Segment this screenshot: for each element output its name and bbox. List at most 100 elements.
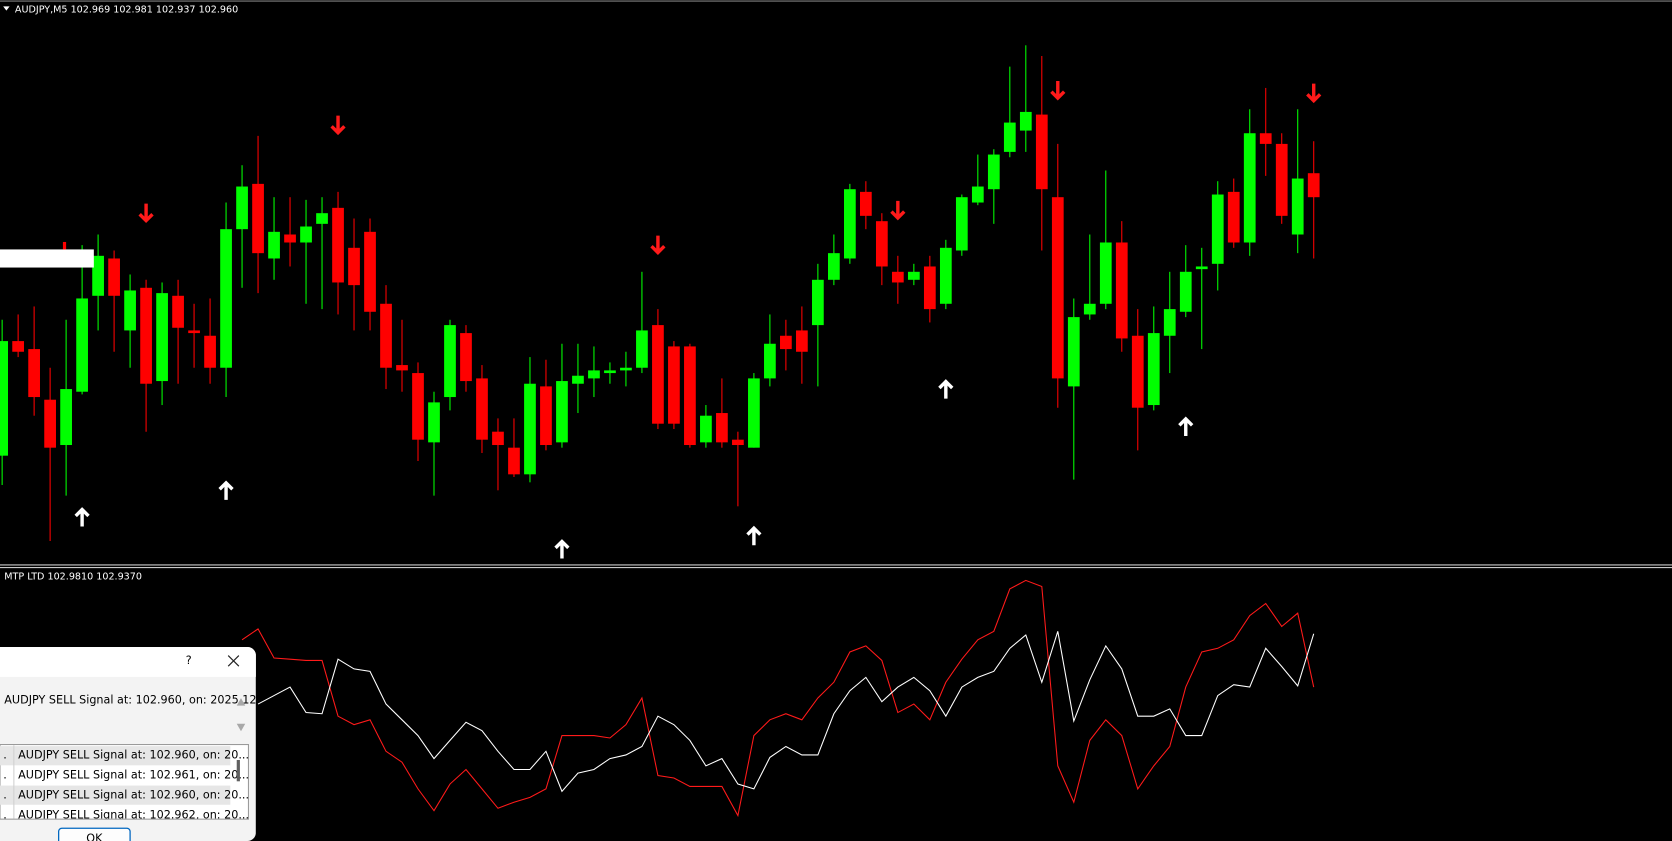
candle-body: [188, 330, 200, 334]
candle-body: [300, 226, 312, 243]
candle-body: [108, 258, 120, 296]
plot-area: [0, 45, 1322, 818]
candle-body: [236, 186, 248, 230]
candle-body: [156, 293, 168, 382]
rows: . AUDJPY SELL Signal at: 102.960, on: 20.…: [3, 749, 249, 822]
candle-body: [588, 370, 600, 379]
candle-body: [891, 271, 904, 283]
indicator-line: [241, 579, 1315, 818]
candle-body: [348, 247, 360, 286]
row-marker[interactable]: .: [3, 749, 7, 762]
candle-body: [428, 402, 440, 443]
candle-body: [556, 381, 568, 443]
row-text[interactable]: AUDJPY SELL Signal at: 102.961, on: 20..…: [18, 769, 249, 782]
candle-body: [124, 290, 136, 331]
row-marker[interactable]: .: [3, 789, 7, 802]
candle-body: [0, 341, 8, 456]
dialog-titlebar: [0, 647, 256, 677]
close-button[interactable]: [227, 655, 240, 667]
scroll-up[interactable]: [236, 698, 246, 706]
candle-body: [1211, 194, 1224, 264]
candle-body: [955, 197, 968, 251]
candle-body: [796, 330, 808, 352]
ok-button[interactable]: [58, 827, 131, 841]
candle-body: [780, 335, 792, 350]
buy-arrow: [554, 539, 570, 559]
row-text[interactable]: AUDJPY SELL Signal at: 102.960, on: 20..…: [18, 749, 249, 762]
candle-body: [971, 186, 984, 203]
candle-body: [524, 383, 536, 475]
candle-body: [652, 325, 664, 424]
candle-body: [460, 333, 472, 382]
candle-body: [1147, 333, 1160, 406]
candle-body: [1115, 242, 1128, 339]
buy-arrow: [1178, 416, 1194, 436]
sell-arrow: [650, 235, 666, 256]
indicator-value: 102.9810: [48, 571, 94, 582]
candle-body: [732, 439, 744, 446]
sell-arrow: [138, 203, 154, 224]
ohlc-high: 102.981: [113, 4, 153, 15]
candle-body: [1051, 197, 1064, 379]
row-background: [0, 785, 231, 805]
help-button[interactable]: ?: [186, 654, 192, 667]
candle-body: [44, 399, 56, 448]
row-text[interactable]: AUDJPY SELL Signal at: 102.960, on: 20..…: [18, 789, 249, 802]
candle-body: [875, 221, 888, 267]
candle-body: [748, 378, 760, 448]
candle-body: [492, 431, 504, 446]
buy-arrow: [74, 507, 90, 527]
candle-body: [508, 447, 520, 475]
alert-dialog: ? AUDJPY SELL Signal at: 102.960, on: 20…: [0, 647, 260, 841]
indicator-value: 102.9370: [96, 571, 142, 582]
candle-body: [412, 373, 424, 440]
candle-body: [843, 189, 856, 259]
candle-body: [268, 231, 280, 259]
candle-body: [28, 349, 40, 398]
candle-body: [1003, 122, 1016, 152]
candle-body: [684, 346, 696, 446]
candle-body: [636, 330, 648, 368]
row-marker[interactable]: .: [3, 769, 7, 782]
scroll-down[interactable]: [236, 723, 246, 732]
candle-body: [1083, 303, 1096, 315]
indicator-title: MTP LTD: [4, 571, 44, 582]
alert-message: AUDJPY SELL Signal at: 102.960, on: 2025…: [4, 693, 260, 706]
buy-arrow: [938, 379, 954, 399]
candle-body: [1035, 114, 1048, 190]
candle-body: [380, 303, 392, 368]
candle-body: [1019, 111, 1032, 131]
candle-body: [92, 255, 104, 296]
alert-list-rows: . AUDJPY SELL Signal at: 102.960, on: 20.…: [0, 745, 249, 822]
candle-body: [907, 271, 920, 280]
candle-body: [1243, 133, 1256, 243]
candle-body: [1291, 178, 1304, 235]
indicator-header: MTP LTD 102.9810 102.9370: [4, 571, 142, 582]
list-scrollbar[interactable]: [236, 759, 240, 782]
candle-body: [444, 325, 456, 398]
candle-body: [1179, 271, 1192, 312]
candle-body: [76, 298, 88, 392]
candle-body: [252, 183, 264, 254]
candle-body: [923, 266, 936, 310]
overlay-panel: [0, 249, 94, 268]
candle-body: [987, 154, 1000, 190]
candle-body: [1227, 191, 1240, 243]
candle-body: [1067, 317, 1080, 387]
ok-label[interactable]: OK: [86, 832, 103, 841]
candle-body: [620, 367, 632, 371]
candle-body: [60, 389, 72, 446]
candle-body: [1195, 266, 1208, 270]
candle-body: [700, 415, 712, 443]
candle-body: [1307, 173, 1320, 198]
overlay-marker: [62, 241, 67, 250]
ohlc-open: 102.969: [71, 4, 111, 15]
candle-body: [364, 231, 376, 312]
candle-body: [220, 229, 232, 368]
candle-body: [1131, 335, 1144, 408]
row-text[interactable]: AUDJPY SELL Signal at: 102.962, on: 20..…: [18, 809, 249, 822]
row-marker[interactable]: .: [3, 809, 7, 822]
header-menu-arrow[interactable]: [3, 6, 10, 11]
